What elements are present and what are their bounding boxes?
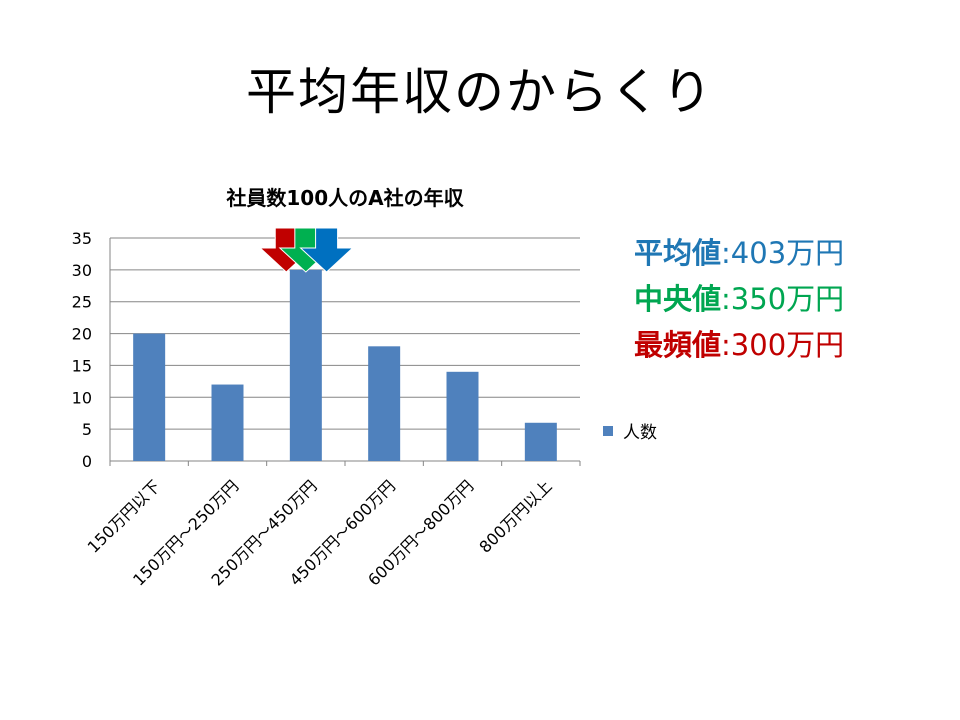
- stat-mode-label: 最頻値: [634, 328, 722, 362]
- y-tick-label: 15: [72, 356, 92, 375]
- stat-mean-value: 403万円: [730, 236, 845, 270]
- y-tick-label: 20: [72, 325, 92, 344]
- x-tick-label: 150万円以下: [84, 476, 164, 556]
- bar-4: [446, 371, 479, 461]
- stat-mode-value: 300万円: [730, 328, 845, 362]
- stat-median-value: 350万円: [730, 282, 845, 316]
- stat-mode: 最頻値:300万円: [634, 322, 844, 368]
- chart-legend: 人数: [603, 418, 657, 443]
- y-tick-label: 35: [72, 229, 92, 248]
- legend-label: 人数: [623, 423, 657, 443]
- legend-swatch: [603, 425, 613, 436]
- y-tick-label: 25: [72, 293, 92, 312]
- bar-3: [368, 346, 401, 461]
- stats-panel: 平均値:403万円 中央値:350万円 最頻値:300万円: [634, 230, 844, 368]
- bar-5: [524, 422, 557, 461]
- stat-median-label: 中央値: [634, 282, 722, 316]
- bar-2: [289, 269, 322, 461]
- stat-mean-sep: :: [721, 236, 731, 270]
- bar-1: [211, 384, 244, 461]
- x-tick-label: 800万円以上: [475, 476, 555, 556]
- stat-median: 中央値:350万円: [634, 276, 844, 322]
- y-tick-label: 30: [72, 261, 92, 280]
- stat-mean: 平均値:403万円: [634, 230, 844, 276]
- y-tick-label: 5: [82, 420, 92, 439]
- bar-0: [133, 333, 166, 461]
- down-arrow-marker-2: [299, 227, 354, 273]
- chart-title: 社員数100人のA社の年収: [226, 186, 464, 210]
- slide-title: 平均年収のからくり: [246, 63, 714, 121]
- y-tick-label: 0: [82, 452, 92, 471]
- y-tick-label: 10: [72, 388, 92, 407]
- stat-mode-sep: :: [721, 328, 731, 362]
- stat-median-sep: :: [721, 282, 731, 316]
- stat-mean-label: 平均値: [634, 236, 722, 270]
